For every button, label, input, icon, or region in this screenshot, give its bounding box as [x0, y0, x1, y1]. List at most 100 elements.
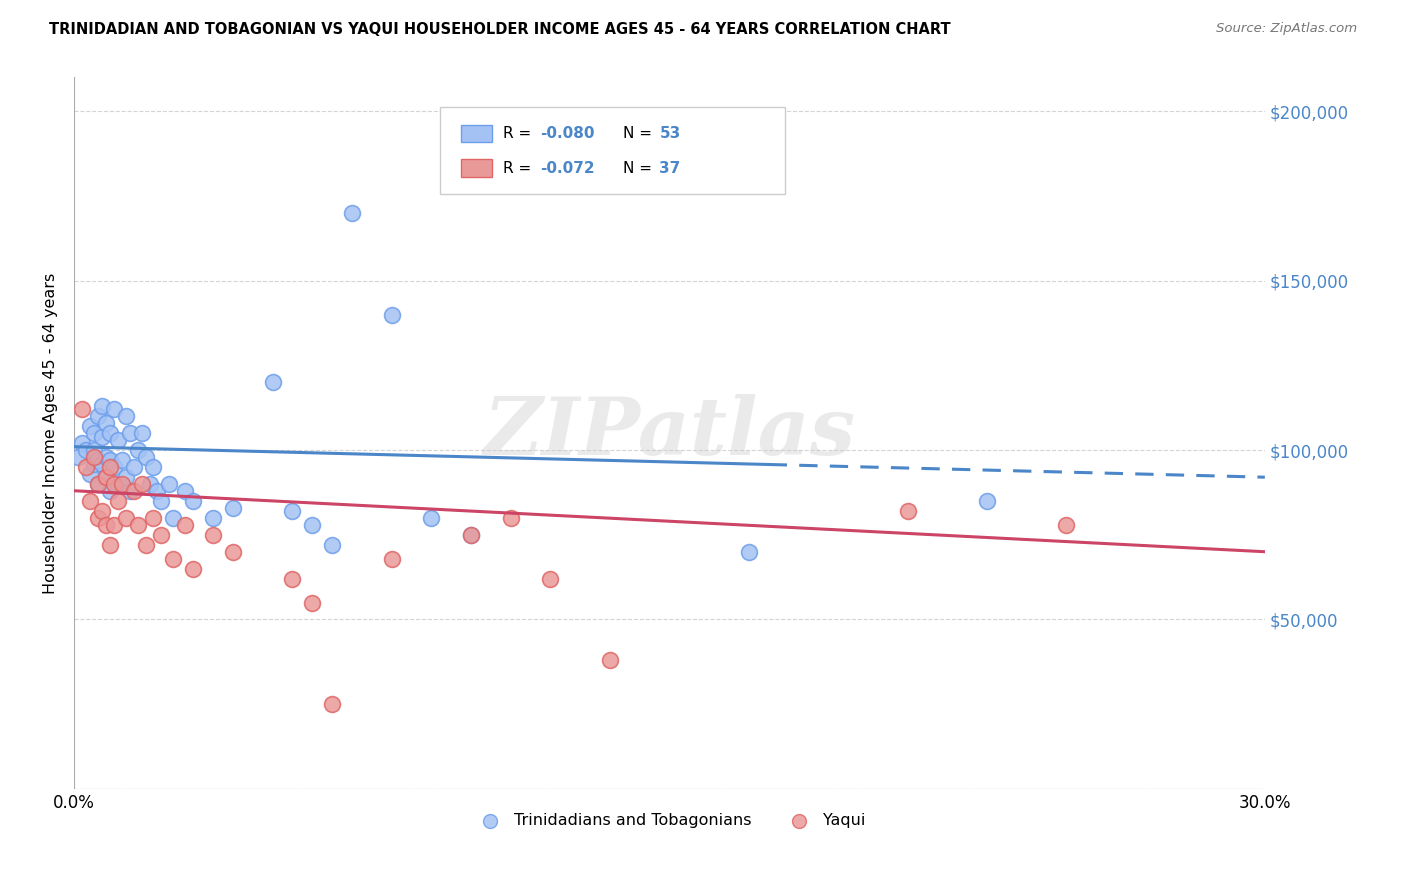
Point [301, 595, 323, 609]
Point [202, 528, 225, 542]
Point [976, 494, 998, 508]
Point [90, 457, 112, 471]
Text: R =: R = [503, 126, 537, 141]
Text: ZIPatlas: ZIPatlas [484, 394, 855, 472]
Point [87, 409, 110, 424]
Point [94, 416, 117, 430]
Point [135, 450, 157, 464]
Point [94, 470, 117, 484]
Text: N =: N = [623, 126, 657, 141]
Point [138, 477, 160, 491]
Point [75, 443, 97, 458]
Point [87, 477, 110, 491]
Point [1054, 517, 1077, 532]
Point [146, 483, 169, 498]
Text: Source: ZipAtlas.com: Source: ZipAtlas.com [1216, 22, 1357, 36]
Point [98, 426, 121, 441]
Point [150, 528, 173, 542]
Point [103, 517, 125, 532]
Text: R =: R = [503, 161, 537, 176]
Point [162, 551, 184, 566]
Point [321, 538, 343, 552]
Point [157, 477, 180, 491]
Point [118, 483, 141, 498]
Point [131, 426, 153, 441]
Point [103, 477, 125, 491]
Point [599, 653, 621, 667]
Point [142, 511, 165, 525]
Point [107, 494, 129, 508]
Point [202, 511, 225, 525]
Point [127, 517, 149, 532]
Text: TRINIDADIAN AND TOBAGONIAN VS YAQUI HOUSEHOLDER INCOME AGES 45 - 64 YEARS CORREL: TRINIDADIAN AND TOBAGONIAN VS YAQUI HOUS… [49, 22, 950, 37]
Text: 53: 53 [659, 126, 681, 141]
Point [98, 538, 121, 552]
Text: -0.080: -0.080 [540, 126, 595, 141]
Point [150, 494, 173, 508]
Point [107, 477, 129, 491]
Point [738, 545, 761, 559]
Y-axis label: Householder Income Ages 45 - 64 years: Householder Income Ages 45 - 64 years [44, 273, 58, 594]
Point [103, 460, 125, 475]
Point [131, 477, 153, 491]
Point [381, 551, 404, 566]
Point [111, 453, 134, 467]
Point [83, 457, 105, 471]
Point [321, 697, 343, 711]
Point [181, 494, 204, 508]
Point [499, 511, 522, 525]
Point [98, 483, 121, 498]
Point [87, 477, 110, 491]
Point [897, 504, 920, 518]
Point [301, 517, 323, 532]
Point [340, 206, 363, 220]
Point [94, 470, 117, 484]
Point [420, 511, 443, 525]
Point [90, 399, 112, 413]
Point [114, 511, 136, 525]
Point [87, 511, 110, 525]
Point [90, 504, 112, 518]
Point [79, 419, 101, 434]
Point [87, 453, 110, 467]
Point [83, 426, 105, 441]
Point [222, 500, 245, 515]
Point [538, 572, 561, 586]
Point [181, 562, 204, 576]
Point [75, 460, 97, 475]
Point [79, 467, 101, 481]
Text: N =: N = [623, 161, 657, 176]
Point [122, 483, 145, 498]
Point [111, 477, 134, 491]
Point [83, 443, 105, 458]
Point [222, 545, 245, 559]
Point [107, 433, 129, 447]
Point [98, 460, 121, 475]
Point [135, 538, 157, 552]
Point [281, 572, 304, 586]
Point [70, 436, 93, 450]
Point [127, 443, 149, 458]
Point [162, 511, 184, 525]
Point [70, 402, 93, 417]
Point [118, 426, 141, 441]
Point [98, 453, 121, 467]
Point [262, 376, 284, 390]
Point [460, 528, 482, 542]
Point [174, 517, 197, 532]
Point [460, 528, 482, 542]
Point [79, 494, 101, 508]
Point [90, 429, 112, 443]
Point [174, 483, 197, 498]
Point [142, 460, 165, 475]
Point [103, 402, 125, 417]
Point [114, 470, 136, 484]
Point [94, 450, 117, 464]
Text: -0.072: -0.072 [540, 161, 595, 176]
Point [114, 409, 136, 424]
Legend: Trinidadians and Tobagonians, Yaqui: Trinidadians and Tobagonians, Yaqui [467, 806, 872, 834]
Point [83, 450, 105, 464]
Point [94, 517, 117, 532]
Point [281, 504, 304, 518]
Point [381, 308, 404, 322]
